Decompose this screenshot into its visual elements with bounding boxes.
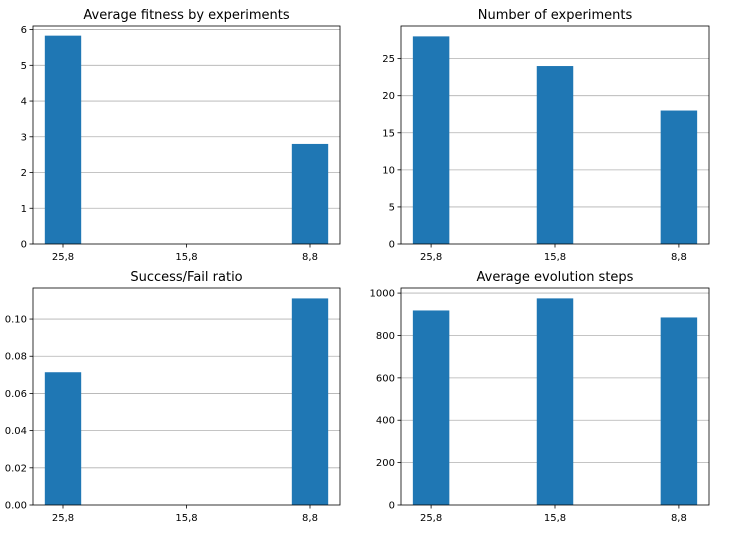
y-tick-label: 0.00 — [5, 501, 27, 512]
x-tick-label: 25,8 — [420, 252, 442, 263]
chart-title: Average fitness by experiments — [83, 8, 289, 23]
x-tick-label: 8,8 — [671, 513, 687, 524]
bar-15-8 — [536, 298, 574, 505]
y-tick-label: 0.08 — [5, 352, 27, 363]
x-tick-label: 8,8 — [671, 252, 687, 263]
x-tick-label: 25,8 — [52, 513, 74, 524]
y-tick-label: 6 — [21, 25, 27, 36]
x-tick-label: 25,8 — [420, 513, 442, 524]
bar-25-8 — [412, 36, 450, 244]
subplot-average-fitness: Average fitness by experiments 0 1 2 3 4 5 6 25… — [21, 8, 341, 263]
y-tick-label: 5 — [389, 202, 395, 213]
x-tick-label: 15,8 — [544, 513, 566, 524]
y-tick-label: 20 — [382, 91, 395, 102]
x-tick-label: 8,8 — [302, 513, 318, 524]
bar-8-8 — [660, 110, 698, 244]
chart-title: Number of experiments — [478, 8, 633, 23]
y-tick-label: 0 — [21, 240, 27, 251]
x-tick-label: 15,8 — [175, 252, 197, 263]
y-tick-label: 10 — [382, 165, 395, 176]
bar-15-8 — [536, 66, 574, 244]
y-tick-label: 1 — [21, 204, 27, 215]
y-tick-label: 2 — [21, 168, 27, 179]
chart-title: Success/Fail ratio — [130, 270, 242, 285]
y-tick-label: 0.04 — [5, 426, 27, 437]
x-tick-label: 15,8 — [544, 252, 566, 263]
bar-25-8 — [44, 372, 82, 505]
y-tick-label: 400 — [376, 416, 395, 427]
subplot-number-of-experiments: Number of experiments 0 5 10 15 20 25 25,8 15,8… — [382, 8, 710, 263]
y-tick-label: 15 — [382, 128, 395, 139]
y-tick-label: 800 — [376, 331, 395, 342]
y-tick-label: 4 — [21, 97, 27, 108]
x-tick-label: 8,8 — [302, 252, 318, 263]
y-tick-label: 0.06 — [5, 389, 27, 400]
chart-title: Average evolution steps — [477, 270, 634, 285]
y-tick-label: 0.10 — [5, 315, 27, 326]
y-tick-label: 0 — [389, 240, 395, 251]
subplot-success-fail-ratio: Success/Fail ratio 0.00 0.02 0.04 0.06 0.08 0… — [5, 270, 341, 524]
x-tick-label: 15,8 — [175, 513, 197, 524]
y-tick-label: 1000 — [370, 289, 395, 300]
y-tick-label: 600 — [376, 373, 395, 384]
x-tick-label: 25,8 — [52, 252, 74, 263]
y-tick-label: 5 — [21, 61, 27, 72]
bar-8-8 — [291, 143, 329, 244]
bar-8-8 — [291, 298, 329, 505]
y-tick-label: 25 — [382, 54, 395, 65]
bar-25-8 — [412, 310, 450, 505]
y-tick-label: 0 — [389, 501, 395, 512]
y-tick-label: 3 — [21, 132, 27, 143]
subplot-average-evolution-steps: Average evolution steps 0 200 400 600 800 100… — [370, 270, 710, 524]
y-tick-label: 0.02 — [5, 463, 27, 474]
bar-8-8 — [660, 317, 698, 505]
bar-25-8 — [44, 35, 82, 244]
y-tick-label: 200 — [376, 458, 395, 469]
